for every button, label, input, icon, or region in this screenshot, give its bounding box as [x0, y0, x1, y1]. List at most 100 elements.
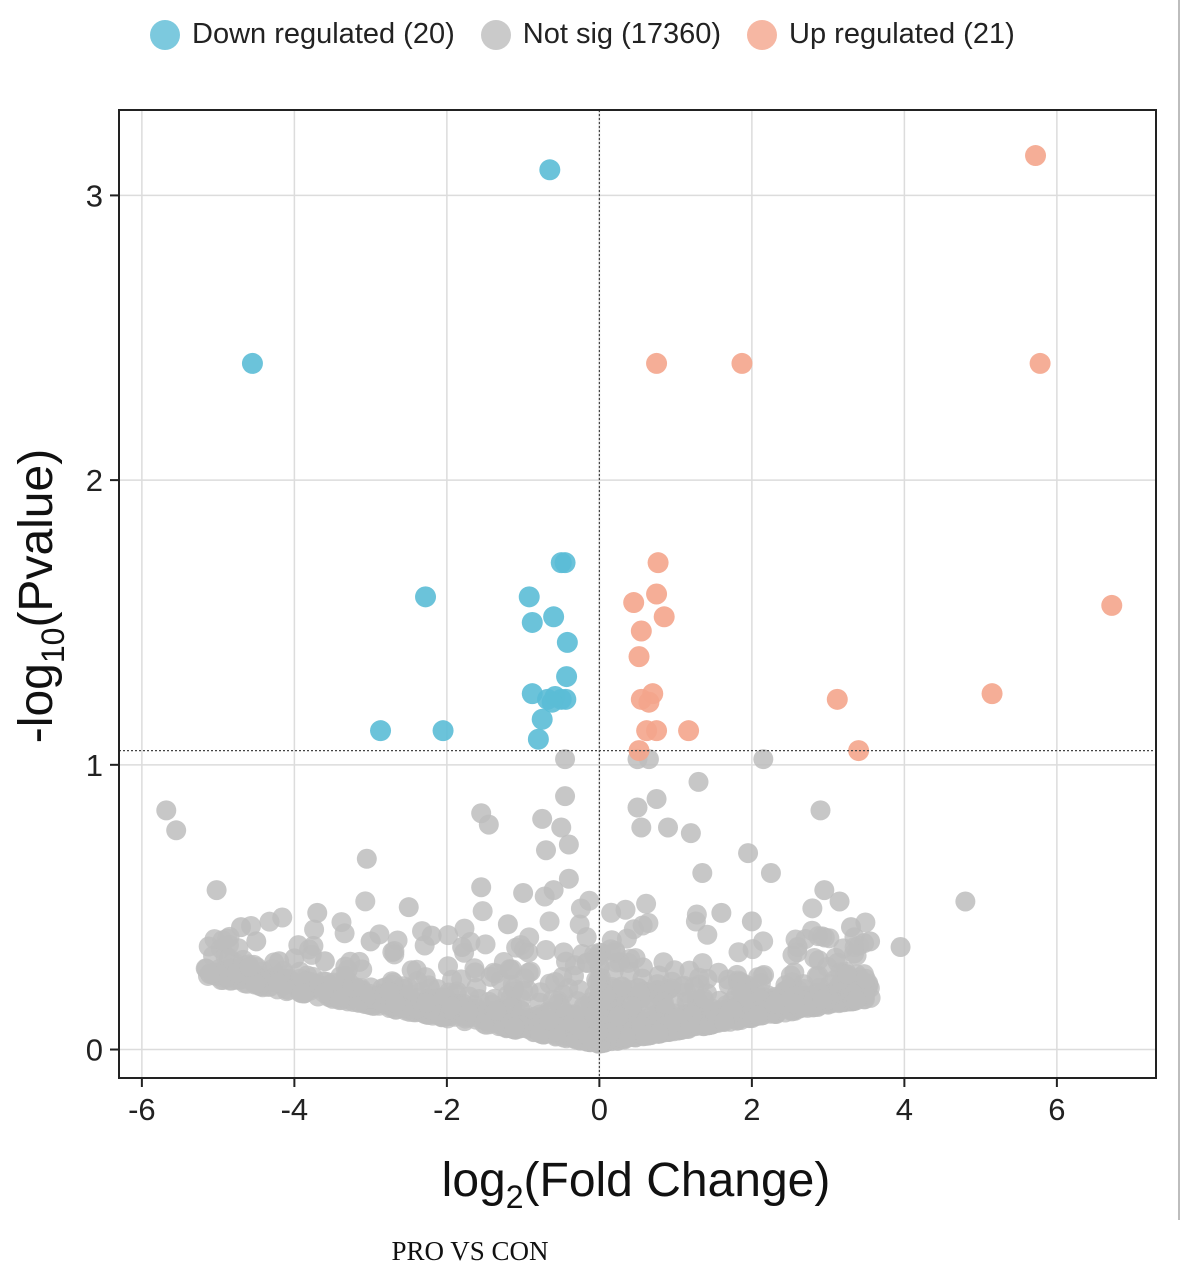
not-sig-point: [500, 959, 521, 980]
not-sig-point: [747, 1005, 768, 1026]
y-axis-label: -log10(Pvalue): [10, 449, 71, 743]
down-regulated-point: [539, 159, 561, 181]
not-sig-point: [199, 963, 220, 984]
figure-caption: PRO VS CON: [391, 1236, 549, 1266]
not-sig-point: [239, 956, 260, 977]
not-sig-point: [841, 917, 861, 938]
not-sig-point: [646, 788, 667, 809]
down-regulated-point: [537, 688, 559, 710]
not-sig-point: [475, 934, 496, 955]
not-sig-point: [555, 749, 576, 770]
x-tick-label: -4: [281, 1092, 309, 1127]
up-regulated-point: [731, 352, 753, 374]
page-edge-rule: [1178, 0, 1180, 1220]
not-sig-point: [246, 931, 267, 952]
not-sig-point: [245, 973, 266, 994]
not-sig-point: [304, 919, 325, 940]
not-sig-point: [398, 897, 419, 918]
not-sig-point: [747, 967, 768, 988]
down-regulated-point: [550, 552, 572, 574]
not-sig-point: [269, 951, 290, 972]
not-sig-point: [846, 990, 867, 1011]
not-sig-point: [587, 997, 608, 1018]
y-tick-label: 2: [86, 463, 103, 498]
up-regulated-point: [678, 720, 700, 742]
not-sig-point: [356, 848, 377, 869]
x-axis-label-rest: (Fold Change): [524, 1154, 831, 1207]
not-sig-point: [808, 950, 829, 971]
down-regulated-point: [521, 611, 543, 633]
not-sig-point: [166, 820, 187, 841]
legend-label-down: Down regulated (20): [192, 18, 455, 50]
not-sig-point: [836, 964, 857, 985]
up-regulated-point: [630, 620, 652, 642]
not-sig-point: [570, 898, 591, 919]
not-sig-point: [753, 749, 774, 770]
not-sig-point: [203, 945, 224, 966]
not-sig-point: [418, 975, 439, 996]
legend-item-up: Up regulated (21): [747, 18, 1015, 51]
not-sig-point: [648, 965, 669, 986]
not-sig-point: [352, 959, 373, 980]
up-regulated-point: [981, 683, 1003, 705]
up-regulated-point: [623, 592, 645, 614]
not-sig-point: [589, 942, 610, 963]
data-points: [156, 145, 1123, 1054]
not-sig-point: [284, 948, 305, 969]
up-regulated-point: [1101, 594, 1123, 616]
not-sig-point: [532, 808, 553, 829]
not-sig-point: [307, 902, 328, 923]
not-sig-point: [658, 817, 678, 838]
not-sig-point: [692, 863, 713, 884]
not-sig-point: [471, 877, 492, 898]
not-sig-point: [421, 925, 442, 946]
not-sig-point: [697, 924, 718, 945]
not-sig-point: [708, 962, 729, 983]
not-sig-point: [513, 882, 534, 903]
not-sig-point: [586, 969, 607, 990]
not-sig-point: [543, 880, 564, 901]
not-sig-point: [615, 1027, 636, 1048]
not-sig-point: [711, 902, 732, 923]
x-axis-label-sub: 2: [506, 1179, 524, 1215]
down-regulated-point: [527, 728, 549, 750]
y-tick-label: 3: [86, 178, 103, 213]
not-sig-point: [631, 817, 652, 838]
not-sig-point: [673, 975, 694, 996]
up-regulated-point: [826, 688, 848, 710]
x-tick-label: 2: [743, 1092, 760, 1127]
x-tick-label: 6: [1048, 1092, 1065, 1127]
y-tick-label: 0: [86, 1033, 103, 1068]
not-sig-point: [568, 1016, 589, 1037]
legend-label-not-sig: Not sig (17360): [522, 18, 722, 50]
down-regulated-point: [415, 586, 437, 608]
not-sig-point: [558, 868, 579, 889]
not-sig-point: [558, 834, 579, 855]
not-sig-point: [802, 898, 823, 919]
legend-item-down: Down regulated (20): [150, 18, 455, 51]
down-regulated-point: [556, 631, 578, 653]
not-sig-point: [608, 1006, 629, 1027]
not-sig-point: [765, 993, 786, 1014]
not-sig-point: [329, 990, 350, 1011]
up-regulated-point: [653, 606, 675, 628]
not-sig-point: [636, 893, 657, 914]
not-sig-point: [331, 912, 352, 933]
not-sig-point: [582, 1030, 603, 1051]
not-sig-point: [518, 942, 539, 963]
not-sig-point: [314, 951, 335, 972]
not-sig-point: [808, 926, 829, 947]
not-sig-point: [442, 969, 463, 990]
not-sig-point: [664, 960, 685, 981]
not-sig-point: [738, 843, 759, 864]
y-axis-label-sub: 10: [35, 628, 71, 664]
not-sig-point: [401, 960, 422, 981]
not-sig-point: [259, 911, 280, 932]
not-sig-point: [267, 972, 288, 993]
x-tick-label: -2: [433, 1092, 461, 1127]
not-sig-point: [466, 977, 487, 998]
not-sig-point: [416, 992, 437, 1013]
not-sig-point: [576, 927, 597, 948]
not-sig-point: [231, 917, 251, 938]
not-sig-point: [731, 982, 752, 1003]
